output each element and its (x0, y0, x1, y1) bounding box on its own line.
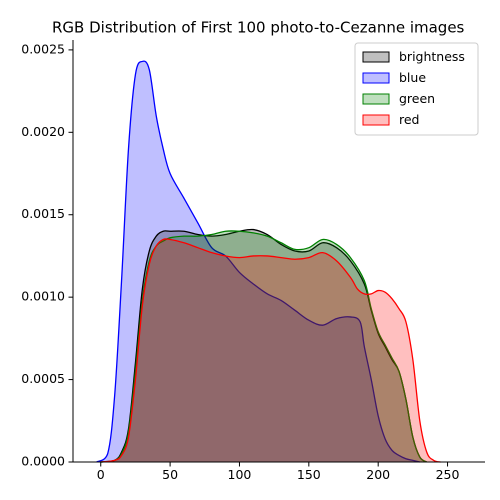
legend-box (354, 42, 479, 136)
legend-swatch-green (362, 93, 390, 105)
green-density-fill (100, 230, 427, 462)
y-tick-label: 0.0005 (21, 371, 65, 386)
y-tick-label: 0.0020 (21, 124, 65, 139)
legend-swatch-brightness (362, 51, 390, 63)
legend-label-green: green (399, 91, 435, 106)
legend: brightness blue green red (354, 42, 479, 136)
density-areas (96, 60, 441, 463)
legend-label-blue: blue (399, 70, 426, 85)
red-density-line (100, 238, 441, 463)
legend-swatch-red (362, 114, 390, 126)
x-tick-label: 100 (228, 467, 252, 482)
blue-density-fill (96, 61, 420, 463)
blue-density-line (96, 60, 420, 463)
x-tick-label: 200 (366, 467, 390, 482)
brightness-density-fill (100, 229, 427, 462)
axes: 0 50 100 150 200 250 0.0000 0.0005 0.0010 0.0015 0… (21, 40, 485, 482)
y-tick-label: 0.0015 (21, 206, 65, 221)
chart-title: RGB Distribution of First 100 photo-to-C… (52, 19, 465, 37)
x-tick-label: 0 (97, 467, 105, 482)
legend-swatch-blue (362, 72, 390, 84)
legend-label-brightness: brightness (399, 49, 465, 64)
y-tick-label: 0.0010 (21, 289, 65, 304)
y-tick-label: 0.0025 (21, 41, 65, 56)
y-tick-label: 0.0000 (21, 454, 65, 469)
brightness-density-line (100, 228, 428, 463)
red-density-fill (100, 238, 441, 462)
x-tick-label: 250 (436, 467, 460, 482)
x-tick-label: 150 (297, 467, 321, 482)
x-tick-label: 50 (162, 467, 178, 482)
legend-label-red: red (399, 112, 420, 127)
